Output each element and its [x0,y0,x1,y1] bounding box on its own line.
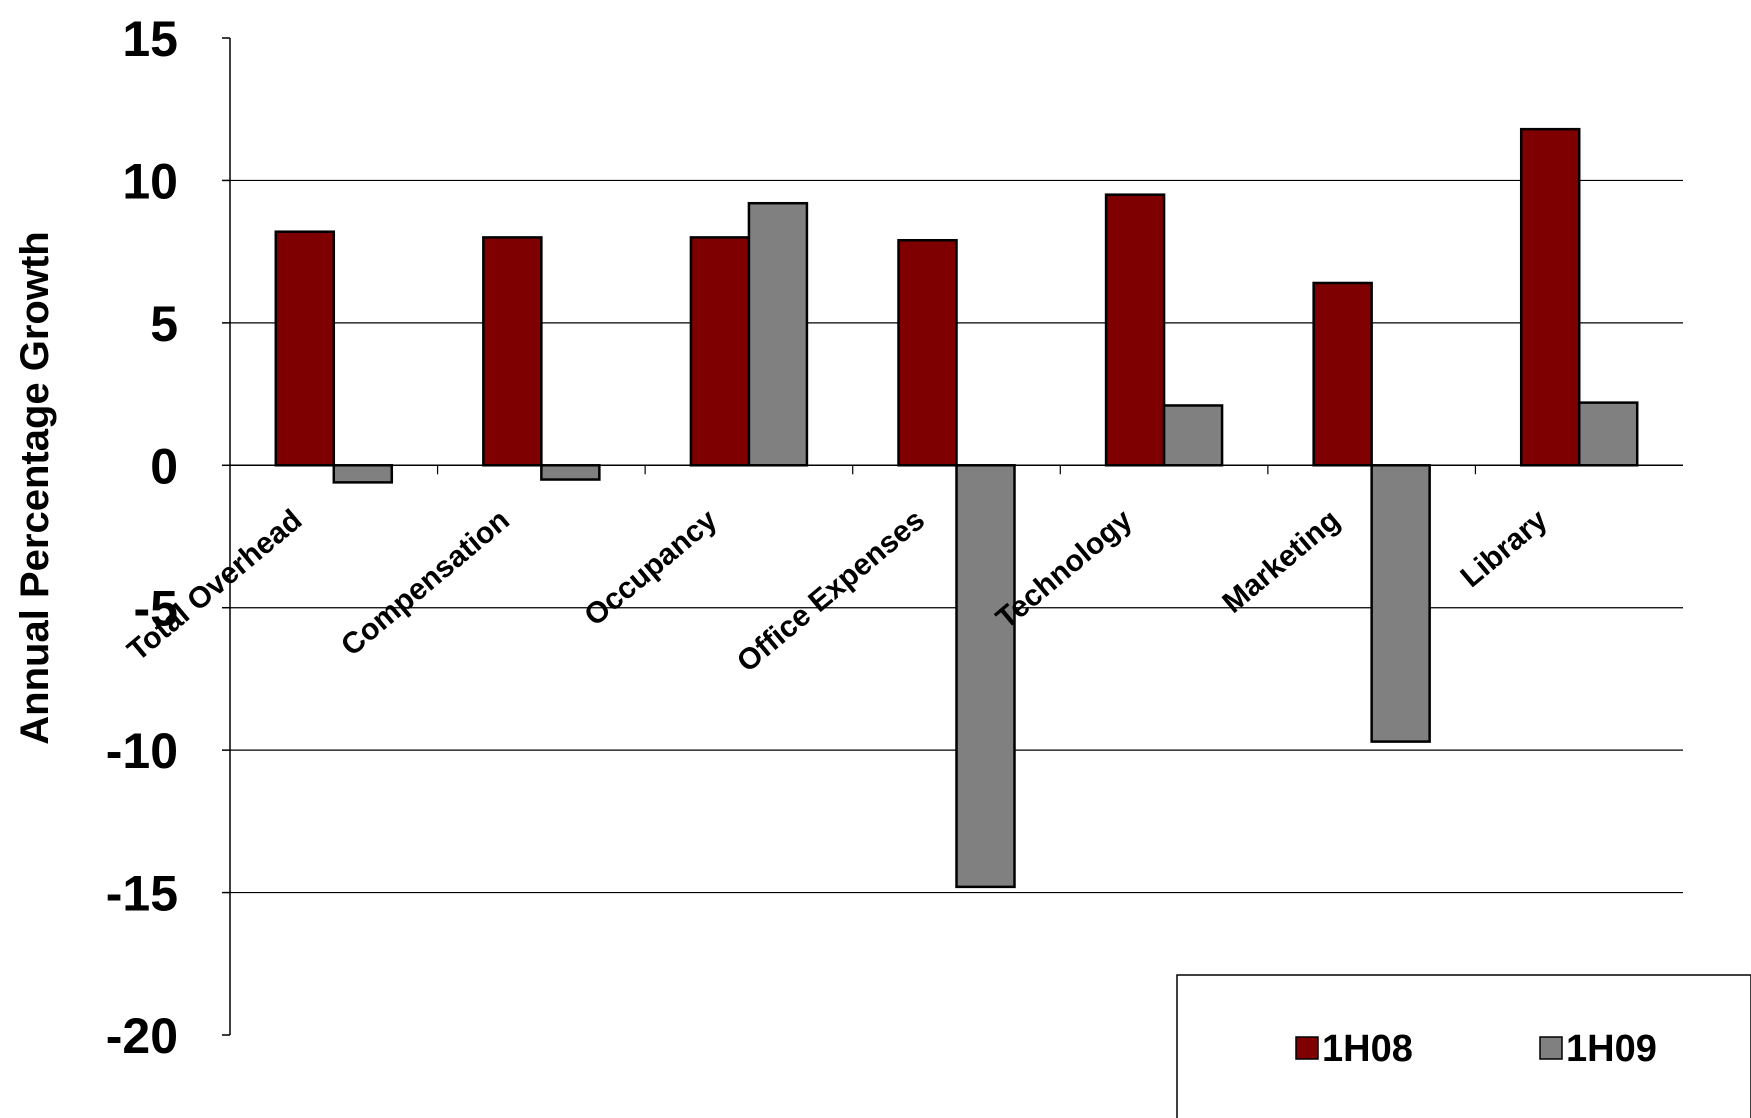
bar-1h09-office-expenses [955,464,1016,889]
bar-1h09-library [1577,401,1639,467]
bar-1h08-total-overhead [274,230,336,467]
bar-1h09-occupancy [747,201,809,467]
bar-1h08-office-expenses [897,238,958,467]
y-tick-labels: 15 10 5 0 -5 -10 -15 -20 [106,11,178,1064]
bar-1h09-compensation [540,464,601,481]
y-tick-label: 10 [122,153,178,209]
bar-1h08-occupancy [689,236,751,467]
legend-swatch-1h09 [1539,1036,1563,1060]
axes [222,37,1683,1036]
legend-label-1h08: 1H08 [1322,1028,1413,1070]
bar-1h09-total-overhead [332,464,394,484]
y-tick-label: 5 [150,296,178,352]
bar-1h08-technology [1104,193,1166,467]
bar-1h08-marketing [1312,281,1373,467]
y-axis-label: Annual Percentage Growth [13,231,57,744]
y-tick-label: -10 [106,723,178,779]
y-tick-label: 0 [150,438,178,494]
bar-1h09-marketing [1370,464,1431,743]
legend-label-1h09: 1H09 [1566,1028,1657,1070]
legend-swatch-1h08 [1295,1036,1319,1060]
bar-1h08-library [1519,127,1581,467]
bar-1h08-compensation [482,236,543,467]
y-tick-label: -5 [134,581,178,637]
bar-1h09-technology [1162,404,1224,467]
bars [274,127,1639,889]
y-tick-label: 15 [122,11,178,67]
legend: 1H08 1H09 [1176,974,1751,1118]
legend-box [1176,974,1751,1118]
y-tick-label: -20 [106,1008,178,1064]
y-tick-label: -15 [106,866,178,922]
